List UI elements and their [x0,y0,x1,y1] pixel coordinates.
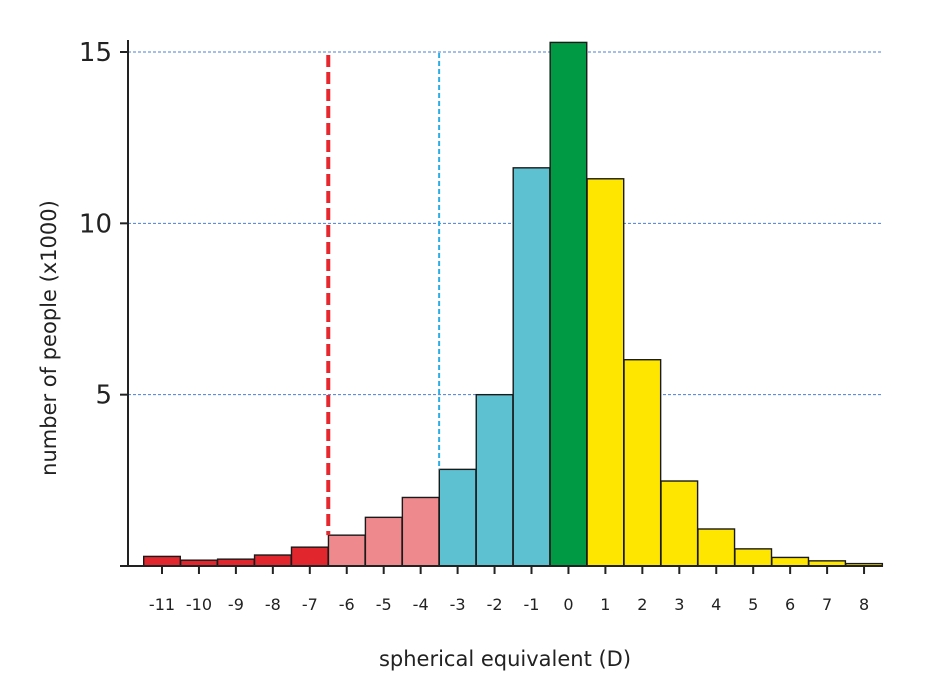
bar [623,359,662,567]
x-tick-label: 0 [563,595,573,614]
bar [401,496,440,567]
x-tick-label: 3 [674,595,684,614]
x-tick-label: 5 [748,595,758,614]
bar [549,41,588,567]
bar [475,393,514,567]
bar [660,480,699,567]
x-tick-label: -7 [302,595,318,614]
gridlines [128,51,883,396]
bar [364,516,403,567]
y-axis-title: number of people (x1000) [37,200,61,476]
bar [216,558,255,567]
bar [290,546,329,567]
x-tick-label: 1 [600,595,610,614]
x-tick-label: -2 [487,595,503,614]
bars [142,41,884,567]
bar [697,528,736,567]
x-axis-title: spherical equivalent (D) [379,647,631,671]
bar [438,468,477,567]
x-tick-label: 8 [859,595,869,614]
bar [512,167,551,567]
x-tick-label: -9 [228,595,244,614]
bar [771,556,810,567]
x-tick-label: -8 [265,595,281,614]
bar [586,178,625,567]
x-tick-label: -6 [339,595,355,614]
x-tick-label: 4 [711,595,721,614]
x-tick-label: -5 [376,595,392,614]
x-tick-label: 2 [637,595,647,614]
x-tick-label: 7 [822,595,832,614]
bar [142,555,181,567]
bar [327,534,366,567]
y-tick-label: 15 [79,38,112,68]
bar [734,548,773,567]
x-tick-label: 6 [785,595,795,614]
x-tick-label: -4 [413,595,429,614]
x-tick-label: -1 [524,595,540,614]
x-tick-label: -10 [186,595,212,614]
reference-lines [326,53,441,536]
y-tick-label: 5 [95,381,112,411]
x-tick-label: -3 [450,595,466,614]
y-tick-label: 10 [79,209,112,239]
bar [253,554,292,567]
x-tick-label: -11 [149,595,175,614]
